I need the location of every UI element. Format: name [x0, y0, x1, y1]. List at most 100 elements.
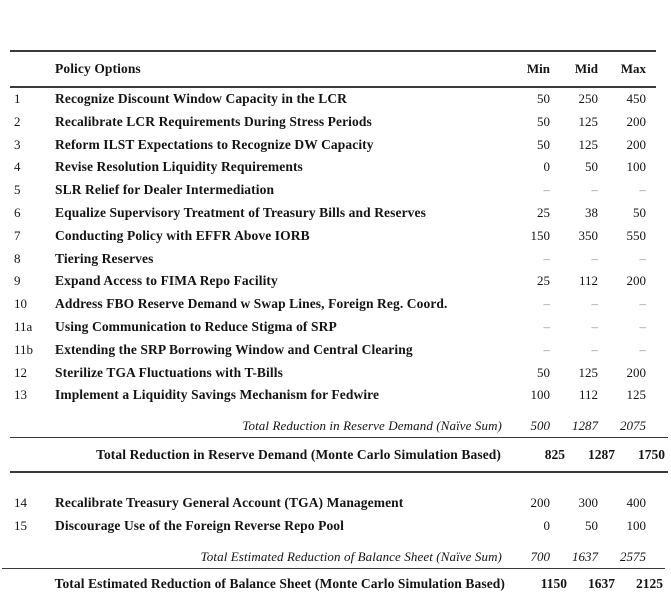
- mid-value: 112: [578, 273, 598, 289]
- max-value: –: [639, 250, 647, 266]
- policy-option-label: Tiering Reserves: [55, 250, 154, 266]
- table-row: 13 Implement a Liquidity Savings Mechani…: [14, 384, 646, 407]
- reserve-demand-naive-min: 500: [530, 418, 551, 434]
- min-value: 150: [530, 227, 551, 243]
- policy-option-label: Using Communication to Reduce Stigma of …: [55, 318, 337, 334]
- min-value: –: [543, 182, 551, 198]
- max-value: 450: [626, 90, 647, 106]
- row-number: 4: [14, 159, 21, 175]
- policy-options-table: Policy Options Min Mid Max 1 Recognize D…: [10, 50, 656, 407]
- policy-option-label: Address FBO Reserve Demand w Swap Lines,…: [55, 296, 448, 312]
- policy-option-label: Recalibrate LCR Requirements During Stre…: [55, 113, 372, 129]
- table-row: 6 Equalize Supervisory Treatment of Trea…: [14, 202, 646, 225]
- balance-sheet-naive-block: Total Estimated Reduction of Balance She…: [10, 547, 656, 568]
- balance-sheet-monte-carlo-max: 2125: [636, 576, 663, 592]
- table-row: 11a Using Communication to Reduce Stigma…: [14, 316, 646, 339]
- policy-option-label: Implement a Liquidity Savings Mechanism …: [55, 387, 380, 403]
- policy-option-label: Recalibrate Treasury General Account (TG…: [55, 495, 404, 511]
- table-row: 7 Conducting Policy with EFFR Above IORB…: [14, 224, 646, 247]
- mid-value: –: [591, 318, 599, 334]
- table-row: 1 Recognize Discount Window Capacity in …: [14, 88, 646, 111]
- mid-value: 50: [585, 159, 598, 175]
- policy-option-label: Expand Access to FIMA Repo Facility: [55, 273, 278, 289]
- mid-value: 125: [578, 113, 599, 129]
- row-number: 13: [14, 387, 27, 403]
- balance-monte-carlo-top-rule: [2, 567, 665, 570]
- reserve-demand-monte-carlo-mid: 1287: [588, 446, 615, 462]
- mid-value: –: [591, 296, 599, 312]
- max-value: 125: [626, 387, 647, 403]
- min-value: 50: [537, 364, 550, 380]
- row-number: 11a: [14, 318, 33, 334]
- balance-sheet-monte-carlo-min: 1150: [540, 576, 567, 592]
- reserve-demand-naive-block: Total Reduction in Reserve Demand (Naïve…: [10, 416, 656, 437]
- mid-value: 112: [578, 387, 598, 403]
- balance-sheet-naive-min: 700: [530, 549, 551, 565]
- min-value: 50: [537, 136, 550, 152]
- policy-option-label: Discourage Use of the Foreign Reverse Re…: [55, 518, 345, 534]
- mid-value: 125: [578, 136, 599, 152]
- min-value: –: [543, 250, 551, 266]
- mid-value: 125: [578, 364, 599, 380]
- header-policy-options: Policy Options: [55, 61, 141, 77]
- min-value: –: [543, 341, 551, 357]
- max-value: 100: [626, 159, 647, 175]
- min-value: 0: [543, 159, 551, 175]
- table-row: 3 Reform ILST Expectations to Recognize …: [14, 133, 646, 156]
- max-value: 200: [626, 273, 647, 289]
- header-max: Max: [620, 61, 646, 77]
- mid-value: 50: [585, 518, 598, 534]
- policy-option-label: Reform ILST Expectations to Recognize DW…: [55, 136, 374, 152]
- row-number: 11b: [14, 341, 34, 357]
- policy-option-label: SLR Relief for Dealer Intermediation: [55, 182, 275, 198]
- balance-sheet-rows-section: 14 Recalibrate Treasury General Account …: [10, 492, 656, 538]
- max-value: 200: [626, 364, 647, 380]
- reserve-demand-naive-label: Total Reduction in Reserve Demand (Naïve…: [242, 418, 502, 434]
- table-row: 15 Discourage Use of the Foreign Reverse…: [14, 515, 646, 538]
- policy-option-label: Revise Resolution Liquidity Requirements: [55, 159, 303, 175]
- mid-value: 300: [578, 495, 599, 511]
- mid-value: –: [591, 182, 599, 198]
- min-value: 0: [543, 518, 551, 534]
- monte-carlo-top-rule: [10, 436, 668, 439]
- min-value: 100: [530, 387, 551, 403]
- policy-option-label: Sterilize TGA Fluctuations with T-Bills: [55, 364, 283, 380]
- header-mid: Mid: [574, 61, 598, 77]
- min-value: 50: [537, 90, 550, 106]
- max-value: 50: [633, 204, 646, 220]
- max-value: 200: [626, 136, 647, 152]
- max-value: –: [639, 296, 647, 312]
- table-row: 9 Expand Access to FIMA Repo Facility 25…: [14, 270, 646, 293]
- balance-sheet-naive-max: 2575: [620, 549, 646, 565]
- reserve-demand-monte-carlo-row: Total Reduction in Reserve Demand (Monte…: [10, 438, 668, 471]
- balance-sheet-monte-carlo-block: Total Estimated Reduction of Balance She…: [2, 567, 665, 592]
- balance-sheet-naive-row: Total Estimated Reduction of Balance She…: [14, 547, 646, 568]
- min-value: –: [543, 318, 551, 334]
- mid-value: 38: [585, 204, 598, 220]
- balance-sheet-monte-carlo-mid: 1637: [588, 576, 615, 592]
- row-number: 12: [14, 364, 27, 380]
- table-row: 12 Sterilize TGA Fluctuations with T-Bil…: [14, 361, 646, 384]
- top-rule: [10, 50, 656, 53]
- policy-rows-section: 1 Recognize Discount Window Capacity in …: [10, 88, 656, 407]
- max-value: –: [639, 182, 647, 198]
- min-value: 25: [537, 204, 550, 220]
- balance-sheet-naive-mid: 1637: [572, 549, 598, 565]
- reserve-demand-naive-mid: 1287: [572, 418, 598, 434]
- table-row: 14 Recalibrate Treasury General Account …: [14, 492, 646, 515]
- row-number: 15: [14, 518, 27, 534]
- table-header-row: Policy Options Min Mid Max: [14, 52, 646, 86]
- policy-option-label: Conducting Policy with EFFR Above IORB: [55, 227, 310, 243]
- mid-value: 350: [578, 227, 599, 243]
- row-number: 5: [14, 182, 21, 198]
- balance-sheet-table: 14 Recalibrate Treasury General Account …: [10, 492, 656, 538]
- header-rule: [10, 85, 656, 88]
- table-row: 2 Recalibrate LCR Requirements During St…: [14, 110, 646, 133]
- table-row: 10 Address FBO Reserve Demand w Swap Lin…: [14, 293, 646, 316]
- max-value: 400: [626, 495, 647, 511]
- row-number: 8: [14, 250, 21, 266]
- row-number: 9: [14, 273, 21, 289]
- table-row: 4 Revise Resolution Liquidity Requiremen…: [14, 156, 646, 179]
- monte-carlo-bottom-rule: [10, 471, 668, 473]
